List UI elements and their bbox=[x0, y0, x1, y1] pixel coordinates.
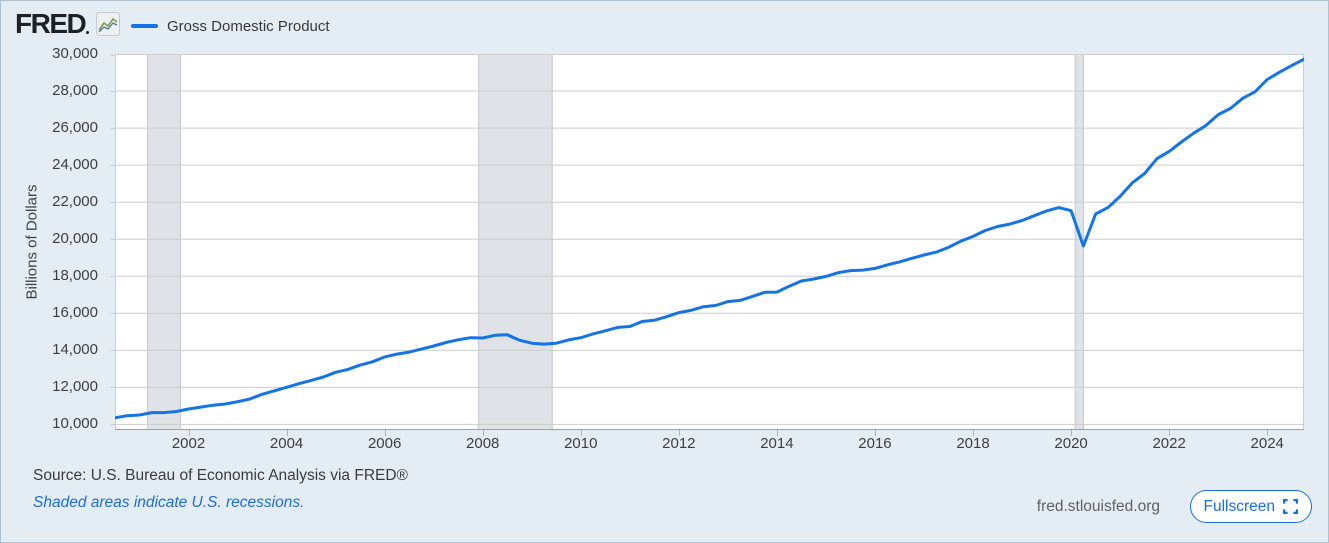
series-legend-label: Gross Domestic Product bbox=[167, 17, 330, 35]
x-axis-tick-label: 2022 bbox=[1152, 435, 1186, 452]
y-axis-tick-label: 24,000 bbox=[52, 156, 98, 174]
source-attribution: Source: U.S. Bureau of Economic Analysis… bbox=[33, 467, 408, 484]
y-axis-tick-label: 16,000 bbox=[52, 304, 98, 322]
fred-logo[interactable]: FRED bbox=[15, 8, 121, 39]
fred-site-url: fred.stlouisfed.org bbox=[1036, 498, 1160, 515]
x-axis-tick-label: 2016 bbox=[858, 435, 892, 452]
x-axis-tick-label: 2014 bbox=[760, 435, 794, 452]
y-axis-tick-mark bbox=[110, 239, 115, 241]
x-axis-tick-label: 2020 bbox=[1054, 435, 1088, 452]
y-axis-tick-label: 12,000 bbox=[52, 378, 98, 396]
recession-band bbox=[147, 54, 181, 430]
x-axis-tick-mark bbox=[580, 430, 582, 436]
x-axis-tick-mark bbox=[973, 430, 975, 436]
x-axis-tick-label: 2024 bbox=[1250, 435, 1284, 452]
y-axis-tick-mark bbox=[110, 276, 115, 278]
plot-area[interactable] bbox=[115, 54, 1304, 430]
x-axis-tick-label: 2010 bbox=[564, 435, 598, 452]
y-axis-tick-label: 20,000 bbox=[52, 230, 98, 248]
y-axis-tick-mark bbox=[110, 350, 115, 352]
y-axis-tick-mark bbox=[110, 387, 115, 389]
y-axis-tick-mark bbox=[110, 202, 115, 204]
x-axis-tick-mark bbox=[874, 430, 876, 436]
recession-band bbox=[478, 54, 553, 430]
fullscreen-expand-icon bbox=[1283, 499, 1298, 514]
x-axis-tick-mark bbox=[482, 430, 484, 436]
series-color-swatch bbox=[131, 24, 158, 28]
x-axis-tick-mark bbox=[678, 430, 680, 436]
recession-band bbox=[1075, 54, 1084, 430]
x-axis-tick-label: 2004 bbox=[269, 435, 304, 452]
registered-trademark-dot bbox=[86, 31, 90, 34]
fred-logo-text: FRED bbox=[15, 8, 87, 39]
y-axis-tick-label: 26,000 bbox=[52, 119, 98, 137]
x-axis-tick-mark bbox=[188, 430, 190, 436]
x-axis-tick-mark bbox=[1267, 430, 1269, 436]
y-axis-tick-mark bbox=[110, 54, 115, 56]
x-axis-tick-label: 2008 bbox=[466, 435, 500, 452]
x-axis-tick-mark bbox=[1169, 430, 1171, 436]
x-axis-tick-mark bbox=[384, 430, 386, 436]
fullscreen-button[interactable]: Fullscreen bbox=[1189, 490, 1312, 523]
x-axis-tick-mark bbox=[1071, 430, 1073, 436]
chart-legend: Gross Domestic Product bbox=[131, 17, 330, 35]
y-axis-tick-label: 28,000 bbox=[52, 82, 98, 100]
recession-shading-note-link[interactable]: Shaded areas indicate U.S. recessions. bbox=[33, 494, 305, 511]
fullscreen-button-label: Fullscreen bbox=[1203, 497, 1276, 515]
x-axis-tick-label: 2006 bbox=[367, 435, 402, 452]
y-axis-tick-label: 18,000 bbox=[52, 267, 98, 285]
y-axis-tick-mark bbox=[110, 128, 115, 130]
y-axis-tick-label: 14,000 bbox=[52, 341, 98, 359]
x-axis-tick-label: 2018 bbox=[956, 435, 990, 452]
y-axis-tick-label: 10,000 bbox=[52, 415, 98, 433]
fred-logo-chart-icon bbox=[96, 12, 121, 36]
y-axis-tick-label: 22,000 bbox=[52, 193, 98, 211]
gdp-line-series bbox=[115, 57, 1304, 420]
y-axis-tick-label: 30,000 bbox=[52, 45, 98, 62]
y-axis-tick-mark bbox=[110, 165, 115, 167]
y-axis-tick-mark bbox=[110, 313, 115, 315]
x-axis-tick-mark bbox=[776, 430, 778, 436]
y-axis-tick-mark bbox=[110, 91, 115, 93]
y-axis-tick-mark bbox=[110, 424, 115, 426]
x-axis-tick-label: 2002 bbox=[171, 435, 206, 452]
x-axis-tick-label: 2012 bbox=[662, 435, 696, 452]
x-axis-tick-mark bbox=[286, 430, 288, 436]
